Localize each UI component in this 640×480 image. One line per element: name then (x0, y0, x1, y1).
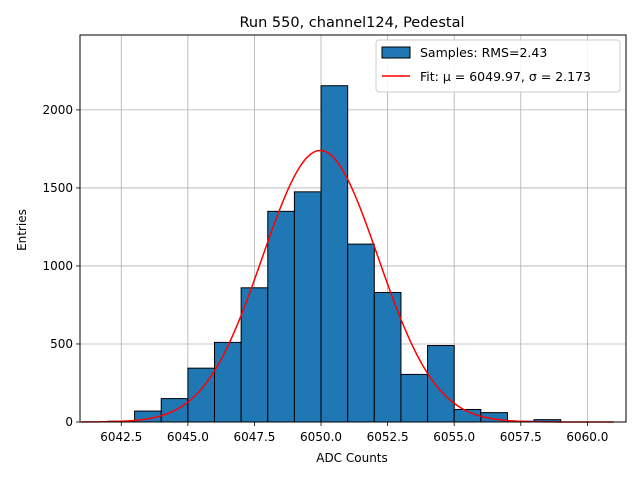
histogram-bar (427, 345, 455, 423)
plot-frame (79, 34, 627, 423)
histogram-bars (107, 85, 562, 423)
legend: Samples: RMS=2.43 Fit: μ = 6049.97, σ = … (375, 39, 621, 93)
histogram-bar (293, 191, 322, 423)
x-axis-ticks: 6042.5 6045.0 6047.5 6050.0 6052.5 6055.0 6057… (100, 422, 608, 444)
histogram-bar (320, 85, 349, 423)
y-axis-ticks: 0 500 1000 1500 2000 (42, 103, 80, 429)
histogram-bar (267, 210, 295, 423)
x-tick-label: 6055.0 (433, 430, 475, 444)
x-axis-label: ADC Counts (316, 451, 388, 465)
x-tick-label: 6045.0 (167, 430, 209, 444)
legend-label-fit: Fit: μ = 6049.97, σ = 2.173 (420, 69, 591, 84)
y-tick-label: 0 (65, 415, 73, 429)
x-tick-label: 6042.5 (100, 430, 142, 444)
y-tick-label: 1000 (42, 259, 73, 273)
x-tick-label: 6052.5 (367, 430, 409, 444)
y-tick-label: 2000 (42, 103, 73, 117)
fit-curve-layer (81, 149, 615, 423)
x-tick-label: 6057.5 (500, 430, 542, 444)
histogram-bar (347, 243, 375, 423)
y-tick-label: 1500 (42, 181, 73, 195)
legend-swatch-samples (381, 46, 411, 59)
histogram-bar (400, 373, 429, 423)
x-tick-label: 6047.5 (233, 430, 275, 444)
y-axis-label: Entries (15, 209, 29, 251)
x-tick-label: 6050.0 (300, 430, 342, 444)
histogram-bar (240, 287, 269, 423)
y-tick-label: 500 (50, 337, 73, 351)
x-tick-label: 6060.0 (566, 430, 608, 444)
fit-curve (81, 149, 615, 423)
histogram-bar (373, 291, 402, 423)
chart-title: Run 550, channel124, Pedestal (239, 15, 464, 31)
legend-box (375, 39, 621, 93)
legend-label-samples: Samples: RMS=2.43 (420, 45, 547, 60)
histogram-bar (214, 341, 242, 423)
